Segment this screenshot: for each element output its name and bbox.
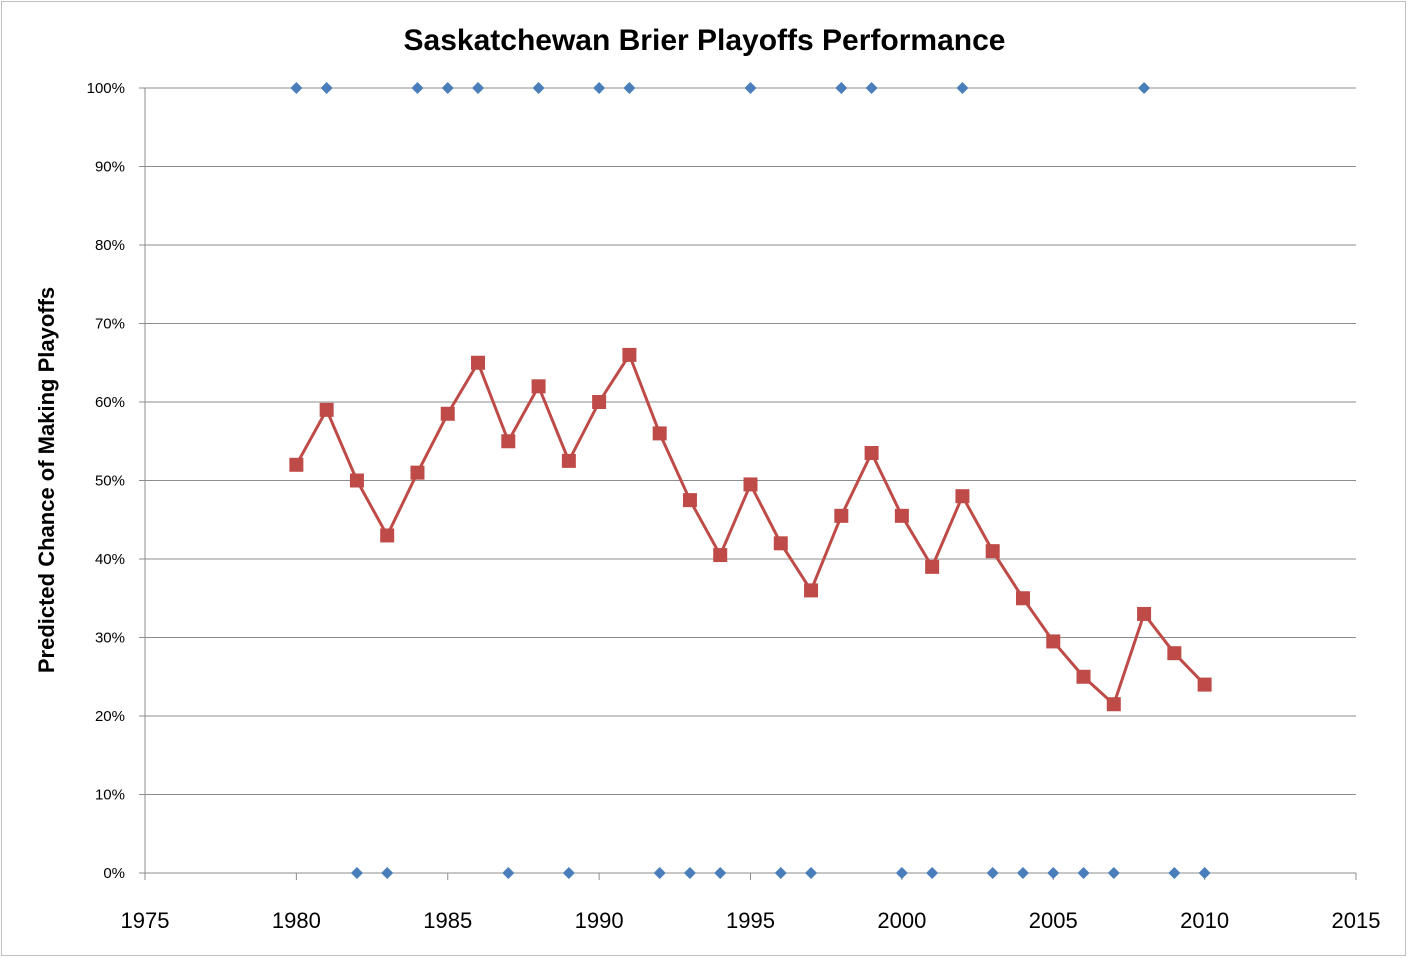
data-point-square	[925, 559, 940, 574]
data-point-diamond	[502, 867, 515, 879]
data-point-square	[592, 395, 607, 409]
data-point-diamond	[411, 82, 424, 94]
data-point-diamond	[562, 867, 575, 879]
data-point-diamond	[1138, 82, 1151, 94]
data-point-square	[955, 489, 970, 504]
data-point-square	[1076, 669, 1091, 684]
data-point-diamond	[623, 82, 636, 94]
data-point-diamond	[441, 82, 454, 94]
x-tick-label: 1980	[272, 908, 321, 933]
data-point-square	[864, 446, 879, 461]
x-tick-label: 1990	[575, 908, 624, 933]
data-point-diamond	[835, 82, 848, 94]
data-point-square	[440, 406, 455, 421]
data-point-diamond	[350, 867, 363, 879]
data-point-square	[531, 379, 546, 394]
data-point-square	[804, 583, 819, 598]
data-point-diamond	[290, 82, 303, 94]
data-point-diamond	[986, 867, 999, 879]
data-point-square	[713, 548, 728, 563]
data-point-square	[1167, 646, 1182, 661]
y-tick-label: 50%	[95, 473, 125, 490]
data-point-square	[561, 453, 576, 468]
x-tick-label: 1985	[423, 908, 472, 933]
y-tick-label: 30%	[95, 630, 125, 647]
data-point-diamond	[593, 82, 606, 94]
data-point-square	[682, 493, 697, 508]
data-point-diamond	[1077, 867, 1090, 879]
data-point-diamond	[1168, 867, 1181, 879]
x-tick-label: 1995	[726, 908, 775, 933]
y-tick-label: 70%	[95, 316, 125, 333]
x-tick-label: 2005	[1029, 908, 1078, 933]
data-point-square	[834, 508, 849, 523]
data-point-square	[1015, 591, 1030, 606]
data-point-diamond	[683, 867, 696, 879]
data-point-diamond	[381, 867, 394, 879]
data-point-square	[1197, 677, 1212, 692]
data-point-square	[1137, 606, 1152, 621]
data-point-square	[349, 473, 364, 488]
x-tick-label: 2000	[877, 908, 926, 933]
data-point-diamond	[472, 82, 485, 94]
y-tick-label: 20%	[95, 708, 125, 725]
data-point-square	[773, 536, 788, 551]
x-tick-label: 1975	[121, 908, 170, 933]
y-tick-label: 80%	[95, 237, 125, 254]
data-point-diamond	[714, 867, 727, 879]
y-tick-label: 40%	[95, 551, 125, 568]
data-point-square	[471, 355, 486, 370]
data-point-square	[743, 477, 758, 492]
data-point-diamond	[320, 82, 333, 94]
y-tick-label: 0%	[103, 865, 125, 882]
data-point-square	[622, 347, 637, 362]
series-line	[295, 353, 1206, 706]
data-point-square	[652, 426, 667, 441]
data-point-square	[1106, 697, 1121, 712]
data-point-diamond	[956, 82, 969, 94]
data-point-diamond	[1198, 867, 1211, 879]
data-point-square	[380, 528, 395, 543]
data-point-diamond	[532, 82, 545, 94]
data-point-diamond	[1016, 867, 1029, 879]
data-point-square	[319, 402, 334, 417]
data-point-square	[410, 465, 425, 480]
data-point-diamond	[805, 867, 818, 879]
data-point-diamond	[1047, 867, 1060, 879]
data-point-diamond	[744, 82, 757, 94]
data-point-square	[985, 544, 1000, 559]
data-point-diamond	[865, 82, 878, 94]
chart-title: Saskatchewan Brier Playoffs Performance	[403, 24, 1006, 57]
data-point-diamond	[926, 867, 939, 879]
data-point-diamond	[774, 867, 787, 879]
x-tick-label: 2015	[1332, 908, 1381, 933]
y-tick-label: 100%	[87, 80, 125, 97]
data-point-diamond	[1107, 867, 1120, 879]
y-tick-label: 60%	[95, 394, 125, 411]
data-point-diamond	[895, 867, 908, 879]
y-tick-label: 10%	[95, 787, 125, 804]
y-tick-label: 90%	[95, 159, 125, 176]
data-point-square	[501, 434, 516, 449]
data-point-square	[1046, 634, 1061, 649]
x-tick-label: 2010	[1180, 908, 1229, 933]
data-point-square	[894, 508, 909, 523]
data-point-diamond	[653, 867, 666, 879]
data-point-square	[289, 457, 304, 472]
